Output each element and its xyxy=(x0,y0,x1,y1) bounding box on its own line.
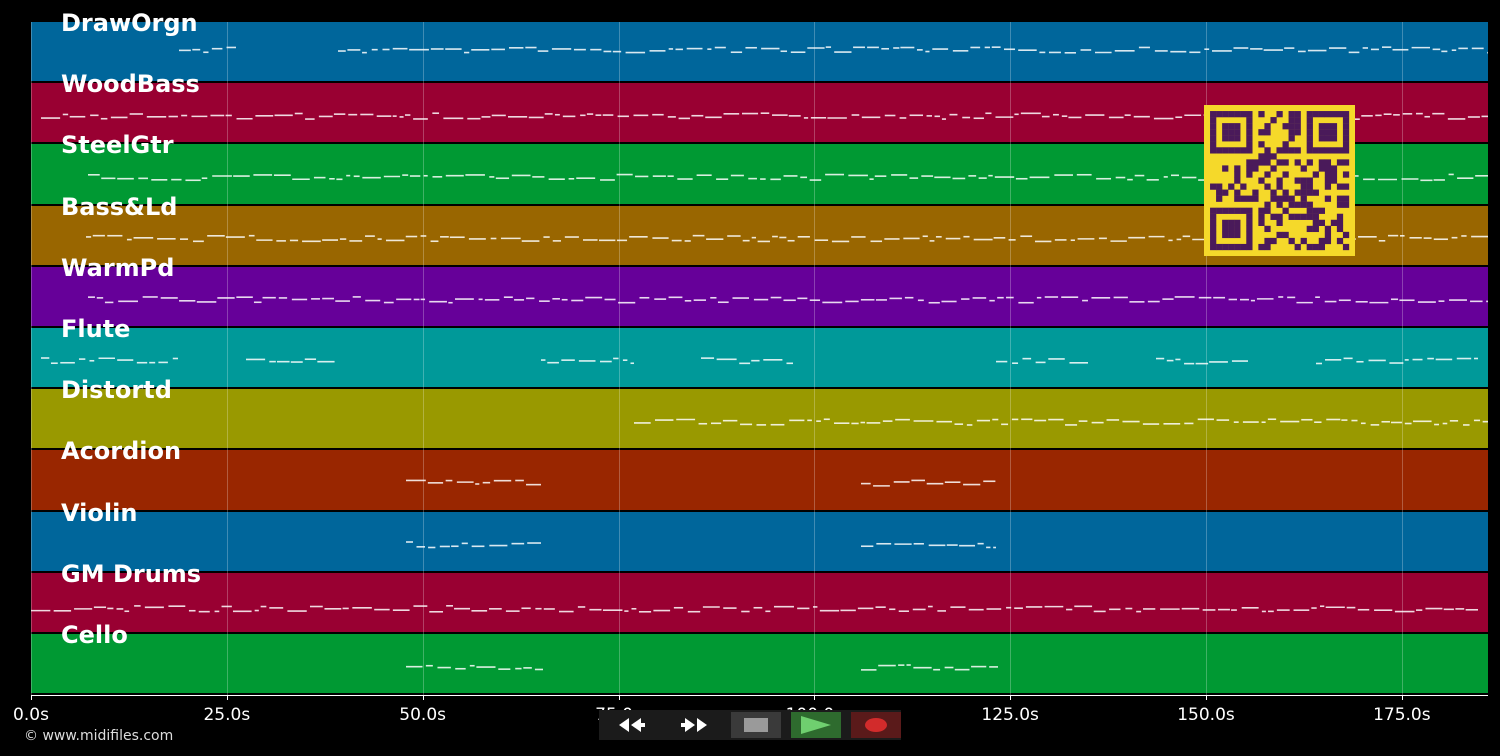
piano-roll: DrawOrgn WoodBass SteelGtr Bass&Ld WarmPd Flu… xyxy=(31,9,1488,695)
tick-mark xyxy=(31,695,32,700)
grid-line xyxy=(226,22,228,695)
tick-label: 125.0s xyxy=(981,705,1039,725)
track-row xyxy=(31,572,1488,632)
track-row xyxy=(31,328,1488,388)
tick-mark xyxy=(226,695,228,700)
track-row xyxy=(31,450,1488,510)
tick-mark xyxy=(1010,695,1012,700)
track-label: DrawOrgn xyxy=(61,9,198,37)
grid-line xyxy=(1401,22,1403,695)
time-axis xyxy=(31,695,1488,696)
copyright-text: © www.midifiles.com xyxy=(24,728,174,744)
track-label: Flute xyxy=(61,315,131,343)
tick-mark xyxy=(1206,695,1207,700)
track-label: Acordion xyxy=(61,437,182,466)
tick-mark xyxy=(422,695,424,700)
grid-line xyxy=(31,22,32,695)
tick-label: 0.0s xyxy=(13,705,49,725)
grid-line xyxy=(1010,22,1012,695)
tick-label: 150.0s xyxy=(1177,705,1235,725)
track-row xyxy=(31,266,1488,326)
track-label: Cello xyxy=(61,621,128,649)
grid-line xyxy=(1206,22,1207,695)
track-label: WoodBass xyxy=(61,70,200,99)
record-button[interactable] xyxy=(851,712,901,738)
track-row xyxy=(31,22,1488,82)
tick-mark xyxy=(1401,695,1403,700)
track-row xyxy=(31,511,1488,571)
rewind-button[interactable] xyxy=(607,712,657,738)
track-label: Distortd xyxy=(61,376,172,405)
transport-controls xyxy=(599,710,901,740)
qr-code-icon xyxy=(1204,105,1355,256)
track-row xyxy=(31,634,1488,694)
stop-square-icon xyxy=(744,718,768,732)
tick-label: 25.0s xyxy=(203,705,251,725)
tick-mark xyxy=(618,695,620,700)
track-label: GM Drums xyxy=(61,559,202,588)
track-label: Bass&Ld xyxy=(61,192,178,221)
grid-line xyxy=(618,22,620,695)
play-button[interactable] xyxy=(791,712,841,738)
stop-button[interactable] xyxy=(731,712,781,738)
track-label: Violin xyxy=(61,498,138,527)
tick-label: 175.0s xyxy=(1373,705,1431,725)
grid-line xyxy=(814,22,816,695)
track-row xyxy=(31,389,1488,449)
double-left-arrow-icon xyxy=(619,718,645,732)
double-right-arrow-icon xyxy=(681,718,707,732)
record-dot-icon xyxy=(865,718,887,732)
grid-line xyxy=(422,22,424,695)
note-lines xyxy=(31,46,1488,671)
tick-mark xyxy=(814,695,816,700)
fast-forward-button[interactable] xyxy=(669,712,719,738)
play-triangle-icon xyxy=(801,716,831,734)
track-label: SteelGtr xyxy=(61,131,174,160)
track-label: WarmPd xyxy=(61,253,175,282)
tick-label: 50.0s xyxy=(399,705,447,725)
